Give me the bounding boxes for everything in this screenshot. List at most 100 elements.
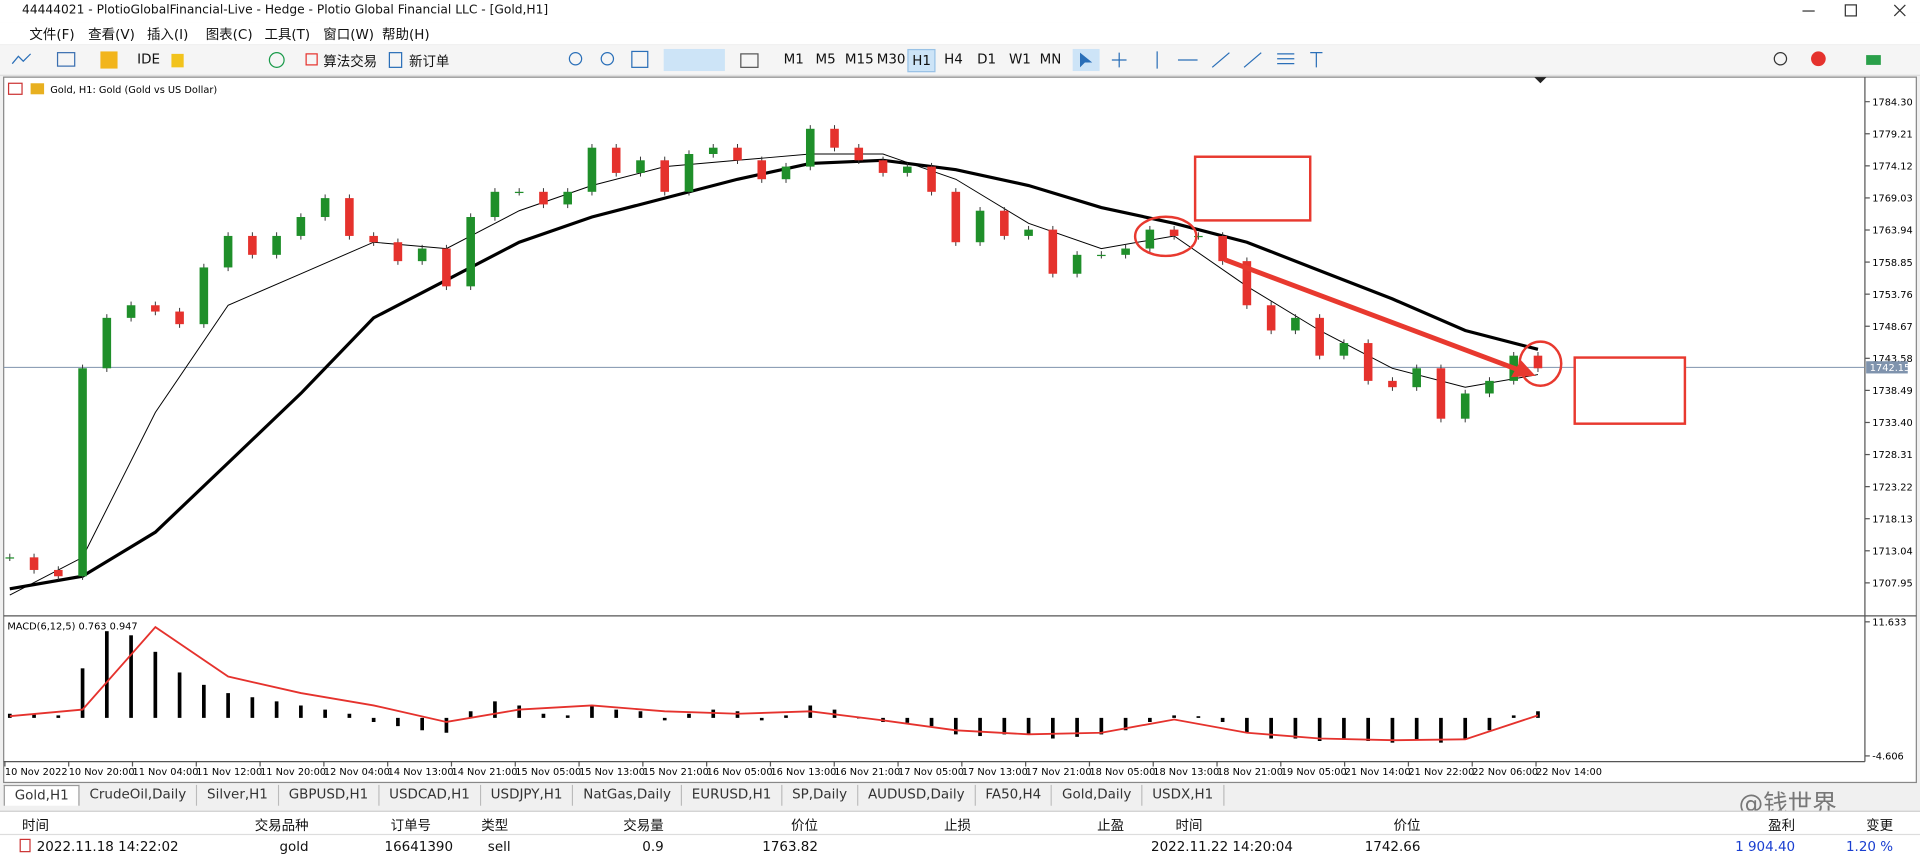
- table-cell[interactable]: 1742.66: [1364, 838, 1421, 855]
- column-header[interactable]: 价位: [1393, 817, 1421, 834]
- macd-bar: [274, 701, 279, 718]
- column-header[interactable]: 价位: [791, 817, 818, 834]
- table-cell[interactable]: 2022.11.18 14:22:02: [36, 838, 179, 855]
- candle: [975, 210, 985, 243]
- chart-tab[interactable]: CrudeOil,Daily: [79, 784, 198, 806]
- macd-bar: [1026, 717, 1031, 735]
- candle: [636, 160, 645, 173]
- toolbar-button[interactable]: 新订单: [408, 53, 450, 70]
- macd-bar: [1123, 717, 1128, 731]
- column-header[interactable]: 时间: [1175, 817, 1203, 834]
- menu-item[interactable]: 工具(T): [264, 26, 311, 43]
- chart-tab[interactable]: USDCAD,H1: [379, 784, 481, 806]
- chart-tab[interactable]: FA50,H4: [975, 784, 1053, 806]
- table-cell[interactable]: sell: [487, 838, 511, 855]
- menu-item[interactable]: 窗口(W): [323, 26, 375, 43]
- column-header[interactable]: 止损: [944, 817, 972, 834]
- chart-tab[interactable]: SP,Daily: [782, 784, 859, 806]
- table-cell[interactable]: 1 904.40: [1735, 838, 1796, 855]
- x-tick-label: 17 Nov 13:00: [962, 767, 1028, 778]
- timeframe-button[interactable]: D1: [977, 51, 997, 68]
- menu-item[interactable]: 文件(F): [29, 26, 75, 43]
- x-tick-label: 11 Nov 20:00: [260, 767, 326, 778]
- timeframe-button[interactable]: M30: [876, 51, 906, 68]
- window-controls[interactable]: [1776, 0, 1920, 22]
- table-cell[interactable]: 16641390: [384, 838, 454, 855]
- x-tick-label: 18 Nov 05:00: [1089, 767, 1155, 778]
- timeframe-button[interactable]: M15: [844, 51, 874, 68]
- chart-tab[interactable]: USDJPY,H1: [480, 784, 574, 806]
- macd-bar: [323, 709, 327, 718]
- menu-item[interactable]: 帮助(H): [382, 26, 430, 43]
- candle: [1145, 229, 1155, 249]
- chart-tab[interactable]: EURUSD,H1: [681, 784, 783, 806]
- y-tick-label: 1779.21: [1872, 129, 1912, 140]
- candle: [175, 311, 184, 325]
- chart-tab[interactable]: Gold,H1: [3, 784, 80, 806]
- macd-bar: [687, 713, 691, 718]
- candle: [805, 128, 815, 167]
- macd-bar: [493, 701, 497, 718]
- row-divider: [0, 833, 1920, 836]
- table-cell[interactable]: 0.9: [642, 838, 664, 855]
- column-header[interactable]: 时间: [22, 817, 49, 834]
- column-header[interactable]: 变更: [1866, 817, 1894, 834]
- timeframe-button[interactable]: H4: [944, 51, 963, 68]
- chart-tab[interactable]: USDX,H1: [1142, 784, 1225, 806]
- timeframe-button[interactable]: W1: [1008, 51, 1031, 68]
- chart-tab[interactable]: AUDUSD,Daily: [858, 784, 976, 806]
- macd-tick-label: -4.606: [1872, 752, 1904, 763]
- candle: [830, 128, 839, 148]
- x-tick-label: 17 Nov 05:00: [898, 767, 964, 778]
- candle: [1000, 210, 1009, 236]
- chart-tab[interactable]: Gold,Daily: [1052, 784, 1143, 806]
- toolbar-button[interactable]: IDE: [137, 51, 161, 68]
- macd-bar: [541, 713, 546, 718]
- chart-tab[interactable]: Silver,H1: [197, 784, 279, 806]
- macd-bar: [590, 705, 594, 718]
- macd-bar: [371, 717, 376, 723]
- candle: [1339, 343, 1349, 356]
- chart-tab[interactable]: NatGas,Daily: [573, 784, 682, 806]
- table-cell[interactable]: gold: [279, 838, 309, 855]
- menu-item[interactable]: 图表(C): [205, 26, 253, 43]
- x-tick-label: 10 Nov 20:00: [69, 767, 135, 778]
- candle: [223, 235, 233, 268]
- trade-history: 时间 交易品种 订单号 类型 交易量 价位 止损 止盈 时间 价位 盈利 变更 2022.11.18 1…: [0, 810, 1920, 861]
- macd-bar: [614, 709, 619, 718]
- y-tick-label: 1733.40: [1872, 418, 1912, 429]
- candle: [708, 147, 718, 154]
- chart-tabs: Gold,H1 CrudeOil,Daily Silver,H1 GBPUSD,H1 U…: [3, 784, 1225, 806]
- column-header[interactable]: 交易量: [623, 817, 664, 834]
- column-header[interactable]: 类型: [481, 817, 509, 834]
- menu-item[interactable]: 插入(I): [146, 26, 189, 43]
- timeframe-button[interactable]: MN: [1039, 51, 1062, 68]
- table-cell[interactable]: 1763.82: [762, 838, 818, 855]
- timeframe-button[interactable]: M1: [783, 51, 804, 68]
- column-header[interactable]: 盈利: [1768, 817, 1796, 834]
- candle: [1315, 317, 1324, 356]
- candle: [587, 147, 597, 192]
- timeframe-button[interactable]: M5: [815, 51, 836, 68]
- trend-arrow: [1223, 257, 1520, 373]
- chart-tab[interactable]: GBPUSD,H1: [278, 784, 380, 806]
- candle: [660, 160, 670, 192]
- candle: [733, 147, 742, 161]
- table-cell[interactable]: 1.20 %: [1845, 838, 1894, 855]
- menu-item[interactable]: 查看(V): [88, 26, 135, 43]
- macd-bar: [1536, 711, 1540, 718]
- toolbar-button[interactable]: 算法交易: [323, 53, 378, 70]
- candle: [417, 248, 427, 262]
- candle: [1048, 229, 1058, 274]
- column-header[interactable]: 订单号: [390, 817, 432, 834]
- table-cell[interactable]: 2022.11.22 14:20:04: [1151, 838, 1293, 855]
- y-tick-label: 1728.31: [1872, 450, 1912, 461]
- macd-bar: [153, 651, 158, 718]
- macd-bar: [420, 717, 424, 731]
- column-header[interactable]: 止盈: [1097, 817, 1125, 834]
- macd-bar: [1342, 717, 1346, 739]
- chart-shift-marker: [1534, 77, 1547, 84]
- timeframe-button[interactable]: H1: [907, 48, 936, 73]
- y-tick-label: 1774.12: [1872, 162, 1912, 173]
- column-header[interactable]: 交易品种: [254, 817, 309, 834]
